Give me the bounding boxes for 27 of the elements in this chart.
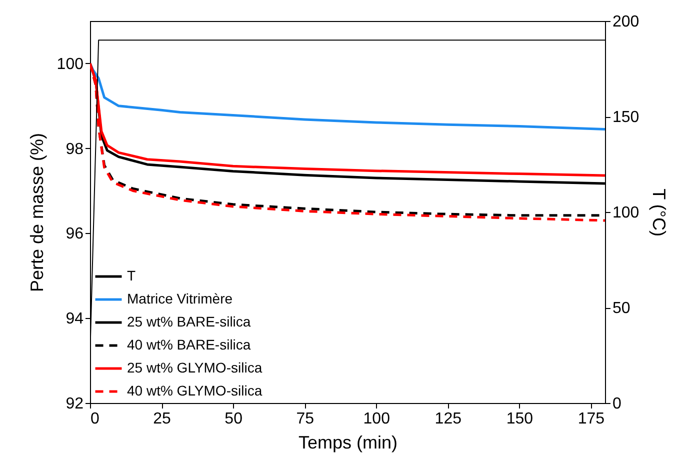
legend-label: 25 wt% BARE-silica — [127, 314, 251, 330]
y-tick-label: 94 — [66, 310, 84, 328]
legend-label: 40 wt% BARE-silica — [127, 336, 251, 352]
x-tick-label: 25 — [153, 410, 172, 428]
x-axis-title: Temps (min) — [298, 432, 398, 452]
x-tick-label: 50 — [224, 410, 243, 428]
y-tick-label: 96 — [66, 226, 84, 243]
legend-label: Matrice Vitrimère — [127, 290, 233, 306]
x-tick-label: 150 — [506, 410, 534, 428]
x-tick-label: 0 — [90, 410, 100, 428]
legend-label: 25 wt% GLYMO-silica — [127, 360, 262, 376]
legend-label: 40 wt% GLYMO-silica — [127, 382, 262, 398]
y2-tick-label: 200 — [612, 14, 640, 30]
x-tick-label: 175 — [578, 410, 605, 428]
x-tick-label: 125 — [434, 410, 462, 428]
legend-label: T — [127, 268, 136, 284]
y2-tick-label: 100 — [612, 204, 640, 222]
y-tick-label: 100 — [56, 56, 84, 73]
x-tick-label: 100 — [363, 410, 390, 428]
y2-axis-title: T (°C) — [649, 188, 670, 236]
x-tick-label: 75 — [296, 410, 314, 428]
y2-tick-label: 150 — [612, 109, 640, 126]
y-tick-label: 92 — [66, 396, 84, 412]
y2-tick-label: 50 — [612, 300, 630, 317]
y-tick-label: 98 — [66, 140, 84, 158]
y2-tick-label: 0 — [612, 396, 622, 412]
y-axis-title: Perte de masse (%) — [26, 132, 47, 292]
